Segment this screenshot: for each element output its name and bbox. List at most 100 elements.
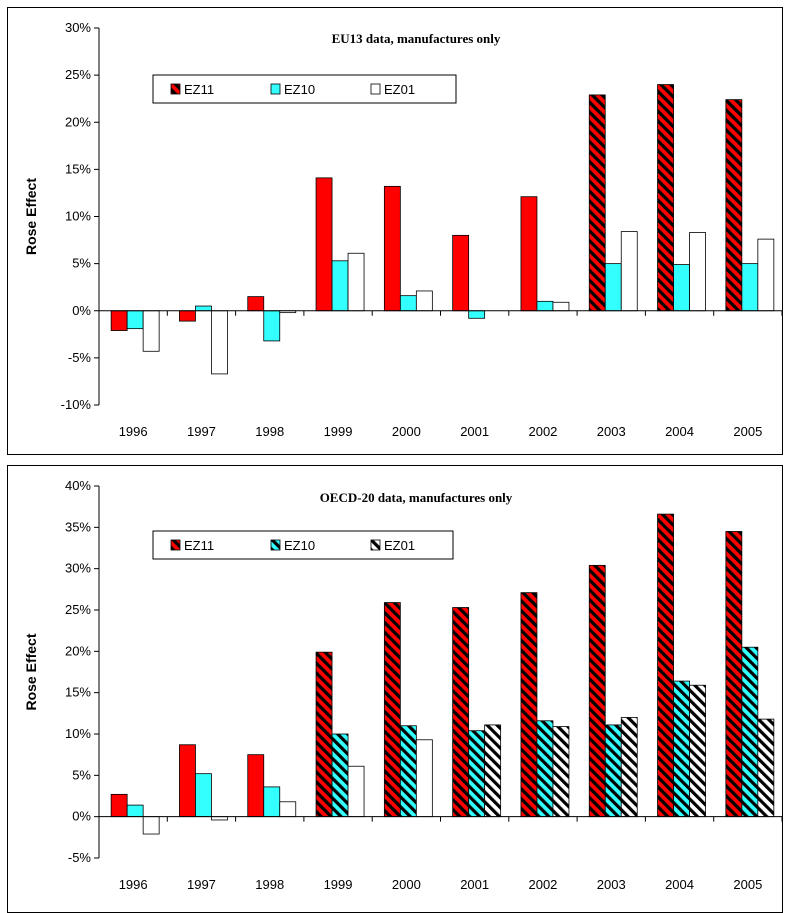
bar-ez11-1997 <box>179 310 196 322</box>
y-tick-label: 25% <box>65 67 91 82</box>
y-tick-label: -10% <box>61 397 92 412</box>
y-tick-label: 5% <box>72 767 91 782</box>
legend-swatch-ez10 <box>270 83 281 95</box>
bar-ez10-1997 <box>195 305 212 312</box>
bar-ez11-1998 <box>247 754 265 818</box>
x-tick-label: 2002 <box>528 424 557 439</box>
bar-ez10-2000 <box>399 295 417 312</box>
bar-ez01-2005 <box>757 238 775 312</box>
x-tick-label: 2000 <box>392 877 421 892</box>
y-tick-label: 5% <box>72 256 91 271</box>
bar-ez10-1998 <box>263 310 281 342</box>
bar-ez11-2002 <box>520 592 538 818</box>
bar-ez10-2003 <box>604 263 622 312</box>
chart-title: EU13 data, manufactures only <box>332 31 501 46</box>
bar-ez11-2001 <box>452 607 470 818</box>
bar-ez01-2000 <box>415 739 433 818</box>
bar-chart-eu13: -10% -5% 0% 5% 10% 15% 20% 25% 30% 1996 1997 1998 19… <box>23 20 782 439</box>
y-tick-label: 15% <box>65 685 91 700</box>
legend-label-ez10: EZ10 <box>284 82 315 97</box>
x-tick-label: 1997 <box>187 424 216 439</box>
x-tick-label: 1999 <box>324 424 353 439</box>
y-axis-title: Rose Effect <box>23 178 39 255</box>
bar-ez01-2003 <box>620 717 638 818</box>
bar-ez10-2002 <box>536 300 554 312</box>
bar-ez01-1999 <box>347 765 365 818</box>
bar-ez10-1999 <box>331 733 349 818</box>
y-tick-label: 10% <box>65 209 91 224</box>
y-tick-label: -5% <box>68 850 92 865</box>
y-tick-label: 10% <box>65 726 91 741</box>
bar-ez11-2003 <box>588 564 606 818</box>
y-tick-label: 40% <box>65 478 91 493</box>
x-tick-label: 2004 <box>665 877 694 892</box>
x-tick-label: 2001 <box>460 424 489 439</box>
bar-ez11-2000 <box>383 602 401 818</box>
bar-ez11-2001 <box>452 234 470 312</box>
bar-ez11-2003 <box>588 94 606 312</box>
x-tick-label: 1998 <box>255 424 284 439</box>
legend: EZ11 EZ10 EZ01 <box>152 74 457 104</box>
x-tick-label: 2001 <box>460 877 489 892</box>
x-tick-label: 2002 <box>528 877 557 892</box>
bar-chart-oecd20: -5% 0% 5% 10% 15% 20% 25% 30% 35% 40% 1996 1997 1998… <box>23 478 782 892</box>
legend-swatch-ez01 <box>370 83 381 95</box>
bar-ez01-2004 <box>689 232 706 312</box>
x-tick-label: 1997 <box>187 877 216 892</box>
legend-swatch-ez11 <box>170 83 181 95</box>
bar-ez11-1998 <box>247 296 265 312</box>
bar-ez10-2004 <box>673 264 690 312</box>
bar-ez10-2004 <box>673 680 690 818</box>
y-axis-title: Rose Effect <box>23 633 39 710</box>
bar-ez01-2000 <box>415 290 433 312</box>
y-tick-label: 15% <box>65 161 91 176</box>
y-tick-label: -5% <box>68 350 92 365</box>
bar-ez11-2005 <box>725 531 743 818</box>
y-tick-label: 30% <box>65 561 91 576</box>
y-tick-label: 25% <box>65 602 91 617</box>
bar-ez10-2005 <box>741 646 759 818</box>
bar-ez11-2004 <box>657 84 674 312</box>
bar-ez01-1998 <box>279 801 297 818</box>
y-tick-label: 20% <box>65 643 91 658</box>
legend-label-ez01: EZ01 <box>384 538 415 553</box>
bar-ez11-2000 <box>383 185 401 312</box>
legend-swatch-ez11 <box>170 539 181 551</box>
legend-label-ez01: EZ01 <box>384 82 415 97</box>
x-tick-label: 2003 <box>597 424 626 439</box>
legend: EZ11 EZ10 EZ01 <box>152 530 454 560</box>
bar-ez10-1997 <box>195 773 212 818</box>
y-tick-label: 0% <box>72 303 91 318</box>
bar-ez01-1996 <box>142 816 160 835</box>
chart-panel-eu13: -10% -5% 0% 5% 10% 15% 20% 25% 30% 1996 1997 1998 19… <box>7 7 783 455</box>
bar-ez01-1996 <box>142 310 160 352</box>
x-tick-label: 2005 <box>733 424 762 439</box>
bar-ez10-1998 <box>263 786 281 818</box>
x-tick-label: 1998 <box>255 877 284 892</box>
bar-ez11-1996 <box>110 793 128 818</box>
y-tick-label: 30% <box>65 20 91 35</box>
legend-label-ez11: EZ11 <box>184 538 214 553</box>
chart-panel-oecd20: -5% 0% 5% 10% 15% 20% 25% 30% 35% 40% 1996 1997 1998… <box>7 465 783 913</box>
bar-ez01-1999 <box>347 252 365 312</box>
bar-ez10-1999 <box>331 260 349 312</box>
bar-ez10-2000 <box>399 725 417 818</box>
x-tick-label: 2004 <box>665 424 694 439</box>
bar-ez10-1996 <box>126 804 144 818</box>
bar-ez10-2005 <box>741 263 759 312</box>
bar-ez01-2004 <box>689 684 706 818</box>
bar-ez01-2003 <box>620 231 638 312</box>
bar-ez10-2001 <box>468 730 486 818</box>
bar-ez10-2002 <box>536 720 554 818</box>
bar-ez10-1996 <box>126 310 144 330</box>
bar-ez01-2005 <box>757 718 775 818</box>
bar-ez01-1997 <box>211 310 228 375</box>
bar-ez11-2002 <box>520 196 538 312</box>
bar-ez11-1999 <box>315 177 333 312</box>
bar-ez10-2003 <box>604 724 622 818</box>
bar-ez01-2002 <box>552 726 570 818</box>
bar-ez01-2001 <box>484 724 502 818</box>
x-tick-label: 2003 <box>597 877 626 892</box>
legend-swatch-ez01 <box>370 539 381 551</box>
bar-ez11-1997 <box>179 744 196 818</box>
